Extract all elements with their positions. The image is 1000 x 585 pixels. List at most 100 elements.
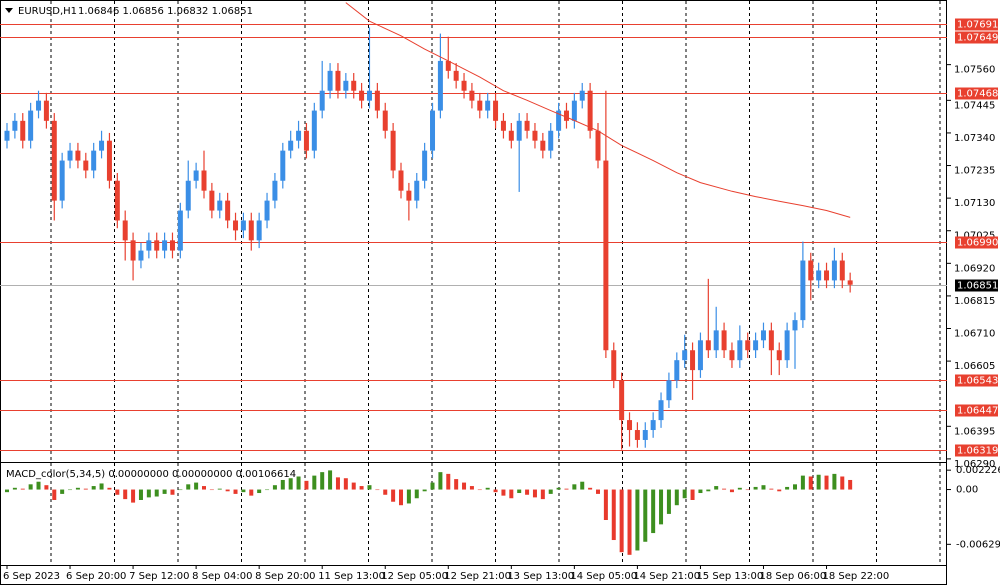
x-tick-label: 18 Sep 22:00: [823, 571, 890, 582]
macd-bar: [36, 481, 41, 490]
candle-body: [800, 260, 806, 321]
candle-body: [831, 260, 837, 281]
candle-body: [721, 330, 727, 351]
macd-bar: [548, 489, 553, 494]
macd-bar: [99, 483, 104, 490]
candle-body: [280, 150, 286, 181]
macd-bar: [532, 489, 537, 498]
candle-body: [154, 240, 160, 251]
level-label-box: [955, 31, 998, 44]
candle-body: [382, 110, 388, 131]
macd-bar: [682, 489, 687, 499]
candle-body: [256, 220, 262, 241]
level-label-box: [955, 404, 998, 417]
candle-body: [540, 140, 546, 151]
candle-body: [690, 350, 696, 371]
candle-body: [461, 80, 467, 91]
macd-bar: [20, 488, 25, 490]
candle-body: [193, 170, 199, 181]
macd-bar: [761, 485, 766, 490]
macd-bar: [202, 486, 206, 490]
candle-body: [658, 400, 664, 421]
x-tick-label: 8 Sep 04:00: [192, 571, 252, 582]
candle-body: [453, 70, 459, 81]
macd-bar: [477, 489, 482, 491]
macd-bar: [603, 489, 608, 521]
menu-arrow[interactable]: [5, 8, 13, 13]
macd-bar: [469, 486, 474, 490]
candle-body: [59, 160, 65, 201]
level-label-box: [955, 87, 998, 100]
candle-body: [516, 120, 522, 141]
macd-bar: [729, 489, 734, 493]
macd-bar: [249, 489, 254, 496]
macd-bar: [808, 476, 813, 490]
macd-bar: [115, 489, 120, 495]
candle-body: [91, 150, 97, 171]
candle-body: [240, 220, 246, 231]
macd-bar: [186, 484, 191, 490]
y-tick-label: 1.06290: [954, 459, 995, 470]
macd-bar: [44, 485, 49, 490]
macd-bar: [241, 489, 246, 493]
candle-body: [437, 60, 443, 111]
y-tick-label: 1.07235: [954, 166, 995, 177]
candle-body: [217, 200, 223, 211]
candle-body: [99, 140, 105, 151]
macd-bar: [60, 489, 65, 494]
candle-body: [185, 180, 191, 211]
candle-body: [264, 200, 270, 221]
macd-bar: [146, 489, 151, 498]
candle-body: [619, 380, 625, 421]
y-tick-label: 1.07130: [954, 198, 995, 209]
macd-bar: [391, 489, 396, 502]
candle-body: [327, 70, 333, 91]
macd-bar: [343, 478, 348, 490]
y-tick-label: 1.07340: [954, 133, 995, 144]
candle-body: [20, 120, 26, 141]
current-price-box: [955, 279, 998, 292]
macd-bar: [359, 486, 364, 490]
candle-body: [674, 360, 680, 381]
candle-body: [114, 180, 120, 221]
x-tick-label: 13 Sep 13:00: [507, 571, 574, 582]
y-tick-label: 0.0022265: [956, 465, 1000, 476]
macd-bar: [170, 489, 175, 495]
macd-bar: [848, 479, 853, 490]
candle-body: [335, 70, 341, 91]
macd-bar: [816, 474, 821, 490]
macd-bar: [123, 489, 128, 500]
macd-bar: [611, 489, 616, 541]
macd-bar: [296, 476, 301, 490]
candle-body: [201, 170, 207, 191]
candle-body: [650, 420, 656, 431]
symbol-label: EURUSD,H1: [18, 6, 77, 17]
candle-body: [177, 210, 183, 251]
candle-body: [713, 330, 719, 351]
macd-bar: [462, 482, 467, 490]
macd-bar: [493, 489, 498, 493]
macd-bar: [643, 489, 648, 542]
candle-body: [469, 90, 475, 101]
macd-bar: [75, 487, 80, 490]
candle-body: [296, 130, 302, 141]
candle-body: [146, 240, 152, 251]
candle-body: [563, 110, 569, 121]
macd-bar: [312, 475, 317, 490]
macd-bar: [666, 489, 671, 514]
candle-body: [571, 100, 577, 121]
macd-bar: [674, 489, 679, 506]
candle-body: [477, 100, 483, 111]
candle-body: [209, 190, 215, 211]
candle-body: [642, 430, 648, 440]
candle-body: [374, 90, 380, 111]
macd-bar: [651, 489, 656, 534]
candle-body: [122, 220, 128, 241]
moving-average: [345, 2, 851, 218]
candle-body: [682, 350, 688, 361]
candle-body: [603, 160, 609, 351]
macd-bar: [793, 484, 797, 490]
candle-body: [422, 150, 428, 181]
